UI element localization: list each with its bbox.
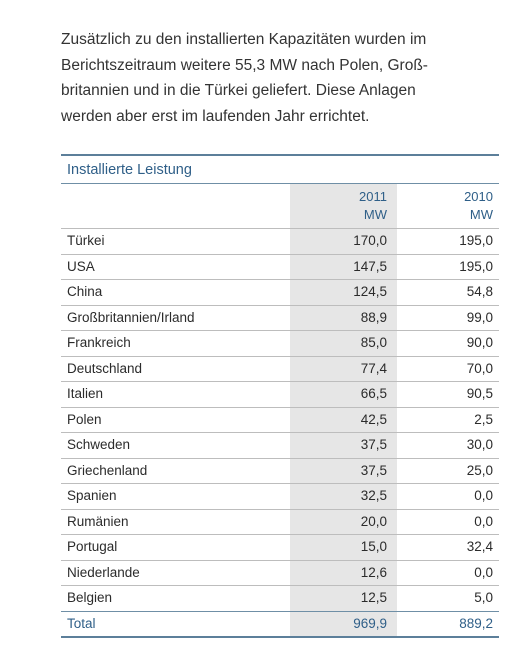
table-top-rule (61, 154, 499, 156)
highlight-cell (290, 356, 397, 381)
country-name: Niederlande (67, 564, 140, 580)
country-name: Polen (67, 411, 102, 427)
country-name: Portugal (67, 539, 118, 554)
table-row: Deutschland 77,4 70,0 (61, 355, 499, 381)
column-year: 2011 (359, 189, 387, 204)
value-2010: 0,0 (474, 513, 493, 529)
value-2011: 42,5 (360, 411, 387, 427)
intro-line: Berichtszeitraum weitere 55,3 MW nach Po… (61, 56, 428, 74)
column-unit: MW (363, 207, 387, 222)
country-name: Deutschland (67, 360, 143, 376)
table-title-rule (61, 183, 499, 184)
highlight-cell (290, 458, 397, 483)
country-name: Italien (67, 386, 104, 401)
value-2011: 32,5 (360, 488, 387, 503)
intro-paragraph: Zusätzlich zu den installierten Kapazitä… (61, 27, 506, 129)
highlight-cell (290, 535, 397, 560)
value-2011: 88,9 (360, 309, 387, 325)
column-unit: MW (469, 207, 493, 222)
value-2011: 66,5 (360, 386, 387, 401)
highlight-cell (290, 433, 397, 458)
value-2011: 85,0 (360, 335, 387, 350)
table-row: Türkei 170,0 195,0 (61, 228, 499, 254)
table-row: Großbritannien/Irland 88,9 99,0 (61, 304, 499, 330)
value-2010: 90,5 (466, 386, 493, 401)
value-2011: 124,5 (353, 284, 387, 299)
table-title: Installierte Leistung (67, 162, 192, 178)
intro-line: britannien und in die Türkei geliefert. … (61, 82, 416, 99)
intro-line: Zusätzlich zu den installierten Kapazitä… (61, 31, 427, 48)
value-2010: 30,0 (466, 437, 493, 452)
table-row: Portugal 15,0 32,4 (61, 534, 499, 560)
table-header: 2011 MW 2010 MW (61, 184, 499, 228)
highlight-cell (290, 586, 397, 611)
highlight-cell (290, 382, 397, 407)
highlight-cell (290, 611, 397, 636)
highlight-cell (290, 484, 397, 509)
value-2011: 170,0 (353, 233, 387, 248)
value-2010: 54,8 (466, 284, 493, 299)
value-2011: 12,6 (360, 564, 387, 580)
table-row: Belgien 12,5 5,0 (61, 585, 499, 611)
value-2010: 70,0 (466, 360, 493, 376)
value-2010: 195,0 (459, 258, 493, 274)
country-name: Schweden (67, 437, 131, 452)
table-total-row: Total 969,9 889,2 (61, 610, 499, 636)
value-2010: 195,0 (459, 233, 493, 248)
highlight-cell (290, 280, 397, 305)
value-2010: 90,0 (466, 335, 493, 350)
table-row: Griechenland 37,5 25,0 (61, 457, 499, 483)
country-name: Rumänien (67, 513, 129, 529)
country-name: Spanien (67, 488, 117, 503)
value-2010: 32,4 (466, 539, 493, 554)
table-row: Frankreich 85,0 90,0 (61, 330, 499, 356)
highlight-cell (290, 509, 397, 534)
column-year: 2010 (464, 189, 493, 204)
table-row: Niederlande 12,6 0,0 (61, 559, 499, 585)
country-name: Großbritannien/Irland (67, 309, 195, 325)
table-row: Italien 66,5 90,5 (61, 381, 499, 407)
total-2010: 889,2 (459, 615, 493, 631)
intro-line: werden aber erst im laufenden Jahr erric… (61, 107, 370, 125)
country-name: Frankreich (67, 335, 131, 350)
total-2011: 969,9 (353, 615, 387, 631)
country-name: Griechenland (67, 462, 148, 478)
value-2011: 20,0 (360, 513, 387, 529)
highlight-cell (290, 560, 397, 585)
value-2010: 5,0 (474, 590, 493, 605)
value-2011: 37,5 (360, 437, 387, 452)
value-2010: 25,0 (466, 462, 493, 478)
value-2010: 2,5 (474, 411, 493, 427)
value-2011: 77,4 (360, 360, 387, 376)
table-bottom-rule (61, 636, 499, 638)
column-header-2011: 2011 MW (359, 188, 387, 224)
table-row: Rumänien 20,0 0,0 (61, 508, 499, 534)
country-name: USA (67, 258, 95, 274)
value-2010: 0,0 (474, 564, 493, 580)
highlight-cell (290, 305, 397, 330)
value-2011: 37,5 (360, 462, 387, 478)
highlight-cell (290, 407, 397, 432)
highlight-cell (290, 229, 397, 254)
value-2011: 15,0 (360, 539, 387, 554)
column-header-2010: 2010 MW (464, 188, 493, 224)
table-body: Türkei 170,0 195,0 USA 147,5 195,0 China 124,5 5… (61, 228, 499, 611)
table-row: Polen 42,5 2,5 (61, 406, 499, 432)
highlight-cell (290, 254, 397, 279)
value-2011: 147,5 (353, 258, 387, 274)
table-row: USA 147,5 195,0 (61, 253, 499, 279)
highlight-column (290, 184, 397, 228)
table-row: China 124,5 54,8 (61, 279, 499, 305)
table-row: Schweden 37,5 30,0 (61, 432, 499, 458)
value-2011: 12,5 (360, 590, 387, 605)
table-row: Spanien 32,5 0,0 (61, 483, 499, 509)
value-2010: 0,0 (474, 488, 493, 503)
country-name: China (67, 284, 103, 299)
value-2010: 99,0 (466, 309, 493, 325)
country-name: Belgien (67, 590, 113, 605)
total-label: Total (67, 615, 96, 631)
highlight-cell (290, 331, 397, 356)
capacity-table: Installierte Leistung 2011 MW 2010 MW Tü… (61, 154, 499, 638)
country-name: Türkei (67, 233, 105, 248)
